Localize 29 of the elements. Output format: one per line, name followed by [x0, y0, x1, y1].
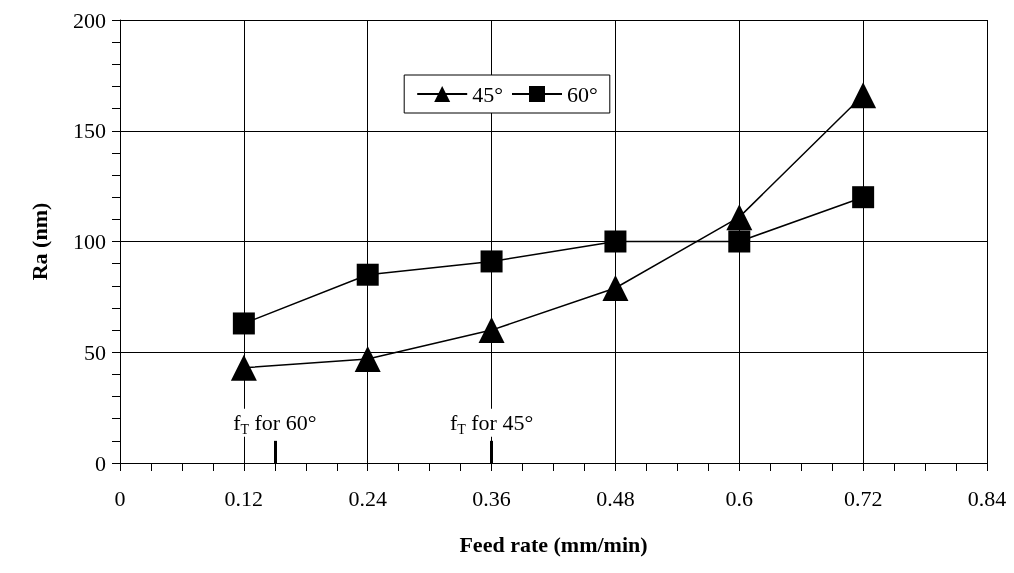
x-tick-label: 0.6 — [725, 485, 754, 511]
x-tick-label: 0.48 — [596, 485, 635, 511]
legend-label: 45° — [472, 81, 504, 107]
point — [728, 230, 751, 253]
x-tick-label: 0.12 — [224, 485, 264, 511]
y-tick-label: 200 — [73, 7, 106, 33]
y-tick-label: 100 — [73, 229, 106, 254]
point — [850, 82, 877, 109]
x-tick-label: 0.84 — [967, 485, 1007, 511]
point — [230, 354, 257, 381]
y-tick-label: 150 — [73, 118, 106, 144]
y-tick-label: 50 — [84, 339, 106, 365]
point — [232, 312, 255, 335]
point — [354, 345, 381, 372]
x-tick-label: 0 — [114, 485, 126, 511]
legend-label: 60° — [567, 81, 598, 107]
x-tick-label: 0.72 — [843, 485, 883, 511]
point — [604, 230, 627, 253]
y-tick-label: 0 — [95, 450, 106, 476]
point — [356, 263, 379, 286]
x-tick-label: 0.36 — [472, 485, 511, 511]
point — [852, 186, 875, 209]
point — [602, 275, 629, 302]
x-tick-label: 0.24 — [348, 485, 387, 511]
point — [726, 204, 753, 231]
y-axis-title: Ra (nm) — [26, 202, 52, 281]
point — [478, 317, 505, 344]
x-axis-title: Feed rate (mm/min) — [459, 531, 648, 557]
point — [480, 250, 503, 273]
